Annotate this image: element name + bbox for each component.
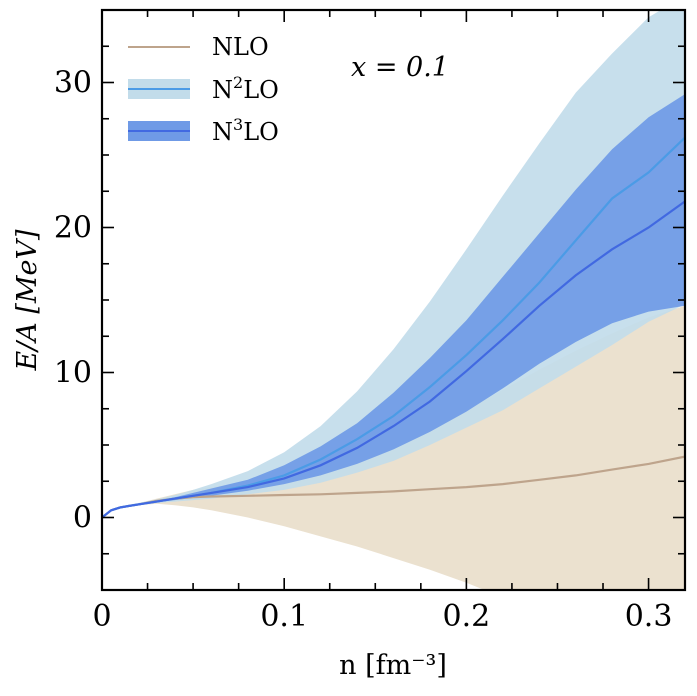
plot-frame — [100, 8, 687, 592]
y-axis-label: E/A [MeV] — [12, 229, 43, 372]
legend-item-nlo: NLO — [128, 33, 269, 61]
annotation-x-value: x = 0.1 — [351, 52, 449, 83]
y-tick-label: 20 — [54, 211, 92, 246]
line-layer — [102, 136, 685, 519]
tick-label-layer: 0 0.1 0.2 0.3 0 10 20 30 — [54, 66, 673, 635]
legend: NLO N2LO N3LO — [128, 33, 279, 146]
legend-item-n2lo: N2LO — [128, 73, 279, 104]
x-tick-label: 0 — [92, 599, 111, 634]
x-tick-label: 0.3 — [625, 599, 673, 634]
x-axis-label: n [fm⁻³] — [339, 650, 447, 681]
tick-layer — [101, 9, 685, 591]
x-tick-label: 0.2 — [443, 599, 491, 634]
y-tick-label: 10 — [54, 356, 92, 391]
legend-label-nlo: NLO — [212, 33, 269, 61]
y-tick-label: 0 — [73, 501, 92, 536]
legend-item-n3lo: N3LO — [128, 115, 279, 146]
legend-label-n2lo: N2LO — [212, 73, 279, 104]
legend-label-n3lo: N3LO — [212, 115, 279, 146]
y-tick-label: 30 — [54, 66, 92, 101]
band-n3lo — [102, 94, 685, 518]
line-n3lo — [102, 200, 685, 519]
x-tick-label: 0.1 — [260, 599, 308, 634]
